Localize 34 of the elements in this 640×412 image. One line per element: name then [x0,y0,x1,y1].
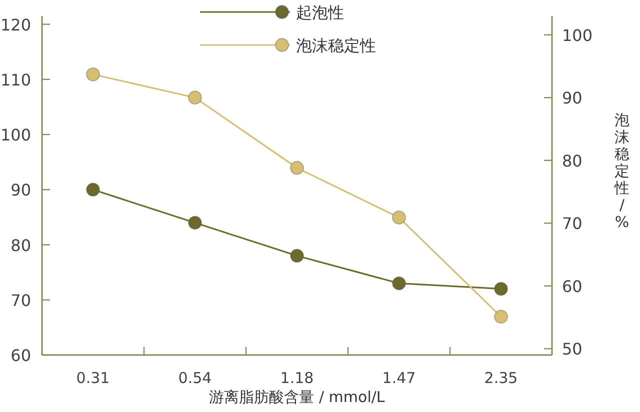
point [188,90,202,105]
y-tick-label: 100 [0,126,31,145]
legend-label: 泡沫稳定性 [296,36,376,55]
y2-axis-title: 泡沫稳定性 / % [614,111,630,231]
y2-tick-label: 60 [562,276,582,296]
y2-tick-label: 70 [562,214,582,234]
y-tick-label: 60 [10,346,31,365]
x-tick-label: 2.35 [484,369,518,387]
legend-item: 泡沫稳定性 [200,36,376,55]
point [290,248,304,263]
y2-tick-label: 100 [562,26,593,45]
y2-tick-label: 80 [562,151,582,170]
point [392,210,406,225]
x-tick-label: 1.47 [382,369,416,387]
point [494,310,508,324]
x-tick-label: 0.31 [76,369,110,387]
point [188,216,202,230]
point [290,160,304,175]
point [86,67,100,82]
y2-tick-label: 50 [562,340,582,359]
point [392,276,406,290]
x-tick-label: 1.18 [280,369,314,387]
y-tick-label: 120 [0,15,31,34]
x-tick-label: 0.54 [178,369,212,387]
point [86,182,100,197]
legend-label: 起泡性 [296,3,344,22]
point [494,282,508,296]
x-axis-title: 游离脂肪酸含量 / mmol/L [209,388,386,406]
y-tick-label: 90 [10,180,31,200]
y2-tick-label: 90 [562,88,582,108]
y-tick-label: 80 [10,236,31,255]
legend-item: 起泡性 [200,3,344,22]
y-tick-label: 70 [10,290,31,310]
y-tick-label: 110 [0,70,31,90]
